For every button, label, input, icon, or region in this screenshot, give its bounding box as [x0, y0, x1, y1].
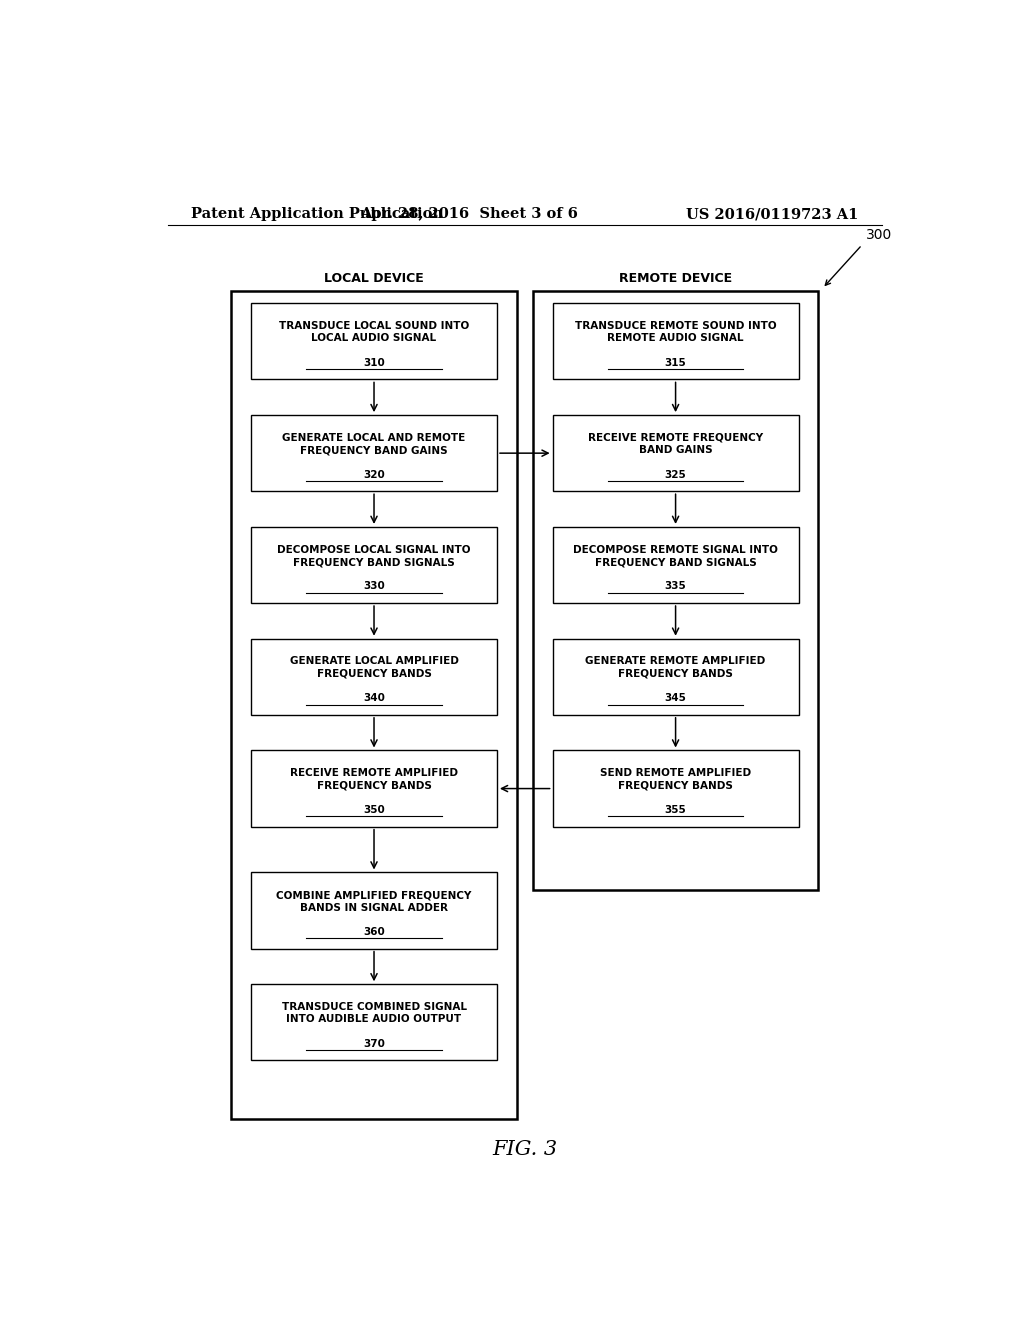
Bar [553, 639, 799, 715]
Bar [553, 414, 799, 491]
Bar [251, 985, 497, 1060]
Bar [231, 290, 517, 1119]
Text: DECOMPOSE LOCAL SIGNAL INTO
FREQUENCY BAND SIGNALS: DECOMPOSE LOCAL SIGNAL INTO FREQUENCY BA… [278, 545, 471, 568]
Text: 335: 335 [665, 581, 686, 591]
Bar [251, 304, 497, 379]
Text: 325: 325 [665, 470, 686, 479]
Text: 300: 300 [866, 228, 892, 242]
Text: 360: 360 [364, 927, 385, 937]
Text: DECOMPOSE REMOTE SIGNAL INTO
FREQUENCY BAND SIGNALS: DECOMPOSE REMOTE SIGNAL INTO FREQUENCY B… [573, 545, 778, 568]
Text: 370: 370 [364, 1039, 385, 1048]
Text: GENERATE REMOTE AMPLIFIED
FREQUENCY BANDS: GENERATE REMOTE AMPLIFIED FREQUENCY BAND… [586, 656, 766, 678]
Bar [553, 751, 799, 826]
Bar [532, 290, 818, 890]
Text: TRANSDUCE COMBINED SIGNAL
INTO AUDIBLE AUDIO OUTPUT: TRANSDUCE COMBINED SIGNAL INTO AUDIBLE A… [282, 1002, 467, 1024]
Text: GENERATE LOCAL AMPLIFIED
FREQUENCY BANDS: GENERATE LOCAL AMPLIFIED FREQUENCY BANDS [290, 656, 459, 678]
Text: 340: 340 [364, 693, 385, 704]
Text: 315: 315 [665, 358, 686, 368]
Bar [553, 527, 799, 603]
Bar [553, 304, 799, 379]
Text: FIG. 3: FIG. 3 [493, 1140, 557, 1159]
Bar [251, 751, 497, 826]
Bar [251, 639, 497, 715]
Text: SEND REMOTE AMPLIFIED
FREQUENCY BANDS: SEND REMOTE AMPLIFIED FREQUENCY BANDS [600, 768, 752, 791]
Text: COMBINE AMPLIFIED FREQUENCY
BANDS IN SIGNAL ADDER: COMBINE AMPLIFIED FREQUENCY BANDS IN SIG… [276, 890, 472, 912]
Text: REMOTE DEVICE: REMOTE DEVICE [620, 272, 732, 285]
Text: GENERATE LOCAL AND REMOTE
FREQUENCY BAND GAINS: GENERATE LOCAL AND REMOTE FREQUENCY BAND… [283, 433, 466, 455]
Text: 310: 310 [364, 358, 385, 368]
Text: 355: 355 [665, 805, 686, 814]
Text: 350: 350 [364, 805, 385, 814]
Bar [251, 527, 497, 603]
Text: TRANSDUCE REMOTE SOUND INTO
REMOTE AUDIO SIGNAL: TRANSDUCE REMOTE SOUND INTO REMOTE AUDIO… [574, 321, 776, 343]
Text: US 2016/0119723 A1: US 2016/0119723 A1 [686, 207, 858, 222]
Text: LOCAL DEVICE: LOCAL DEVICE [325, 272, 424, 285]
Text: 320: 320 [364, 470, 385, 479]
Text: TRANSDUCE LOCAL SOUND INTO
LOCAL AUDIO SIGNAL: TRANSDUCE LOCAL SOUND INTO LOCAL AUDIO S… [279, 321, 469, 343]
Bar [251, 414, 497, 491]
Text: 330: 330 [364, 581, 385, 591]
Text: RECEIVE REMOTE AMPLIFIED
FREQUENCY BANDS: RECEIVE REMOTE AMPLIFIED FREQUENCY BANDS [290, 768, 458, 791]
Text: RECEIVE REMOTE FREQUENCY
BAND GAINS: RECEIVE REMOTE FREQUENCY BAND GAINS [588, 433, 763, 455]
Text: Apr. 28, 2016  Sheet 3 of 6: Apr. 28, 2016 Sheet 3 of 6 [360, 207, 579, 222]
Text: 345: 345 [665, 693, 686, 704]
Text: Patent Application Publication: Patent Application Publication [191, 207, 443, 222]
Bar [251, 873, 497, 949]
